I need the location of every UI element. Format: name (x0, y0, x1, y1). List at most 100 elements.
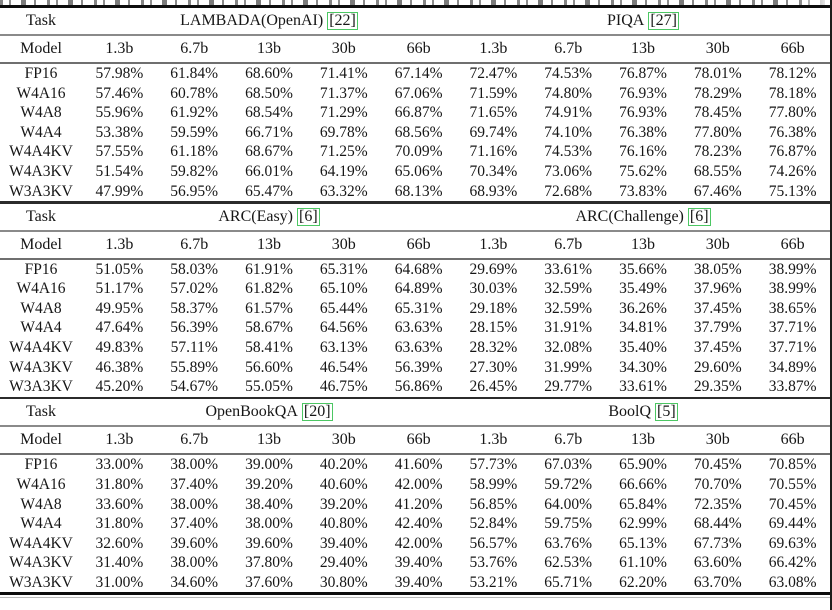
cell-value: 37.79% (693, 319, 742, 337)
size-header: 13b (256, 40, 281, 57)
cell-value: 68.60% (245, 65, 293, 83)
task-model-separator (0, 425, 830, 428)
cell-value: 65.31% (319, 260, 368, 278)
cell-value: 66.66% (619, 475, 667, 493)
cell-value: 65.90% (619, 456, 667, 474)
citation-link[interactable]: [5] (655, 403, 678, 422)
size-header: 1.3b (105, 40, 134, 57)
cell-value: 37.45% (693, 339, 742, 357)
cell-value: 63.70% (693, 573, 742, 591)
task-row: Task LAMBADA(OpenAI) [22] PIQA [27] (0, 8, 830, 34)
size-header: 30b (705, 235, 730, 253)
cell-value: 61.82% (245, 280, 293, 298)
benchmark-results-table: Task LAMBADA(OpenAI) [22] PIQA [27] Model 1.3b… (0, 5, 830, 599)
cell-value: 66.01% (245, 163, 293, 181)
size-header: 66b (406, 235, 431, 253)
task-row: Task OpenBookQA [20] BoolQ [5] (0, 399, 830, 425)
table-row: FP16 57.98% 61.84% 68.60% 71.41% 67.14% 72.47%… (0, 64, 830, 84)
cell-value: 31.99% (544, 358, 593, 376)
row-label: W3A3KV (9, 378, 73, 396)
cell-value: 39.40% (394, 554, 443, 572)
cell-value: 72.68% (544, 182, 593, 200)
citation-link[interactable]: [27] (648, 11, 679, 31)
cell-value: 64.56% (319, 319, 368, 337)
citation-link[interactable]: [6] (297, 207, 320, 226)
cell-value: 34.89% (768, 358, 817, 376)
table-row: W4A16 57.46% 60.78% 68.50% 71.37% 67.06% 71.59… (0, 84, 830, 104)
cell-value: 77.80% (768, 104, 817, 122)
cell-value: 72.47% (469, 65, 518, 83)
cell-value: 33.00% (95, 456, 144, 474)
cell-value: 63.63% (394, 319, 443, 337)
table-row: W3A3KV 31.00% 34.60% 37.60% 30.80% 39.40% 53.2… (0, 573, 830, 593)
table-row: W3A3KV 47.99% 56.95% 65.47% 63.32% 68.13% 68.9… (0, 182, 830, 202)
cell-value: 58.37% (170, 299, 219, 317)
task-name: PIQA (607, 11, 645, 29)
cell-value: 39.40% (319, 534, 368, 552)
cell-value: 76.87% (768, 143, 817, 161)
cell-value: 64.19% (319, 163, 368, 181)
cell-value: 28.32% (469, 339, 518, 357)
row-label: W3A3KV (9, 182, 73, 200)
cell-value: 74.53% (544, 65, 593, 83)
cell-value: 34.60% (170, 573, 219, 591)
task-name: OpenBookQA (205, 403, 298, 421)
cell-value: 31.80% (95, 475, 144, 493)
cell-value: 62.99% (619, 515, 667, 533)
cell-value: 67.03% (544, 456, 593, 474)
cell-value: 65.10% (319, 280, 368, 298)
cell-value: 70.45% (693, 456, 742, 474)
cell-value: 58.41% (245, 339, 293, 357)
cell-value: 73.06% (544, 163, 593, 181)
model-data-separator (0, 62, 830, 64)
cell-value: 65.13% (619, 534, 667, 552)
cell-value: 68.50% (245, 84, 293, 102)
cell-value: 59.82% (170, 163, 219, 181)
cell-value: 71.29% (319, 104, 368, 122)
size-header: 13b (630, 235, 655, 253)
cell-value: 38.00% (170, 495, 219, 513)
row-label: W4A4KV (9, 339, 73, 357)
size-header: 1.3b (105, 431, 134, 449)
cell-value: 58.67% (245, 319, 293, 337)
citation-link[interactable]: [22] (327, 11, 358, 31)
citation-link[interactable]: [20] (301, 403, 333, 422)
size-header: 6.7b (180, 40, 209, 57)
size-header: 30b (705, 431, 730, 449)
row-label: W4A16 (16, 84, 66, 102)
cell-value: 42.00% (394, 475, 443, 493)
cell-value: 33.61% (544, 260, 593, 278)
table-row: W4A4 53.38% 59.59% 66.71% 69.78% 68.56% 69.74%… (0, 123, 830, 143)
table-row: W4A4KV 32.60% 39.60% 39.60% 39.40% 42.00% 56.5… (0, 534, 830, 554)
cell-value: 58.99% (469, 475, 518, 493)
cell-value: 78.01% (693, 65, 742, 83)
task-row: Task ARC(Easy) [6] ARC(Challenge) [6] (0, 204, 830, 230)
row-label: W4A8 (20, 495, 62, 513)
table-bottom-rule-shadow (0, 597, 830, 599)
cell-value: 53.38% (95, 123, 144, 141)
size-header: 30b (331, 40, 356, 57)
cell-value: 41.60% (394, 456, 443, 474)
cell-value: 38.00% (170, 554, 219, 572)
cell-value: 32.59% (544, 299, 593, 317)
model-data-separator (0, 453, 830, 456)
cell-value: 68.54% (245, 104, 293, 122)
cell-value: 67.46% (693, 182, 742, 200)
cell-value: 37.80% (245, 554, 293, 572)
cell-value: 67.73% (693, 534, 742, 552)
cell-value: 57.02% (170, 280, 219, 298)
cell-value: 78.23% (693, 143, 742, 161)
task-label: Task (26, 12, 56, 29)
citation-link[interactable]: [6] (687, 207, 711, 226)
cell-value: 56.39% (170, 319, 219, 337)
cell-value: 46.54% (319, 358, 368, 376)
model-header-row: Model 1.3b 6.7b 13b 30b 66b 1.3b 6.7b 13b 30b 66b (0, 427, 830, 453)
cell-value: 64.68% (394, 260, 443, 278)
cell-value: 69.44% (768, 515, 817, 533)
size-header: 6.7b (554, 40, 583, 57)
section-separator (0, 201, 830, 204)
model-data-separator (0, 257, 830, 260)
cell-value: 66.71% (245, 123, 293, 141)
cell-value: 56.86% (394, 378, 443, 396)
cell-value: 59.75% (544, 515, 593, 533)
